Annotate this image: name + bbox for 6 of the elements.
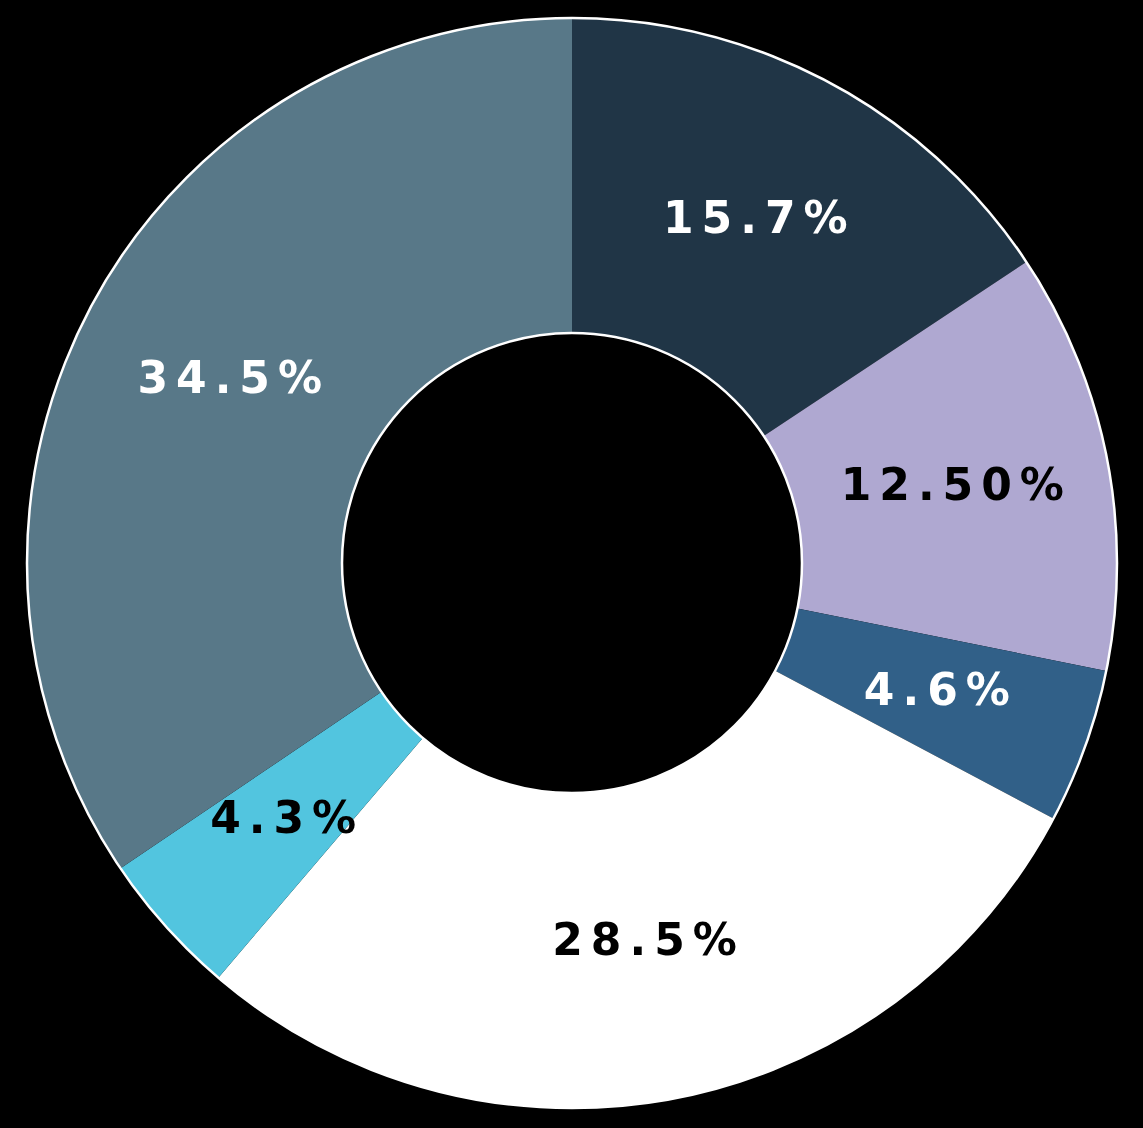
data-label: 15.7% (662, 192, 856, 244)
data-label: 34.5% (137, 351, 331, 403)
data-label: 4.6% (863, 664, 1018, 715)
data-label: 12.50% (840, 459, 1072, 511)
data-label: 28.5% (552, 914, 745, 966)
data-label: 4.3% (210, 791, 365, 843)
